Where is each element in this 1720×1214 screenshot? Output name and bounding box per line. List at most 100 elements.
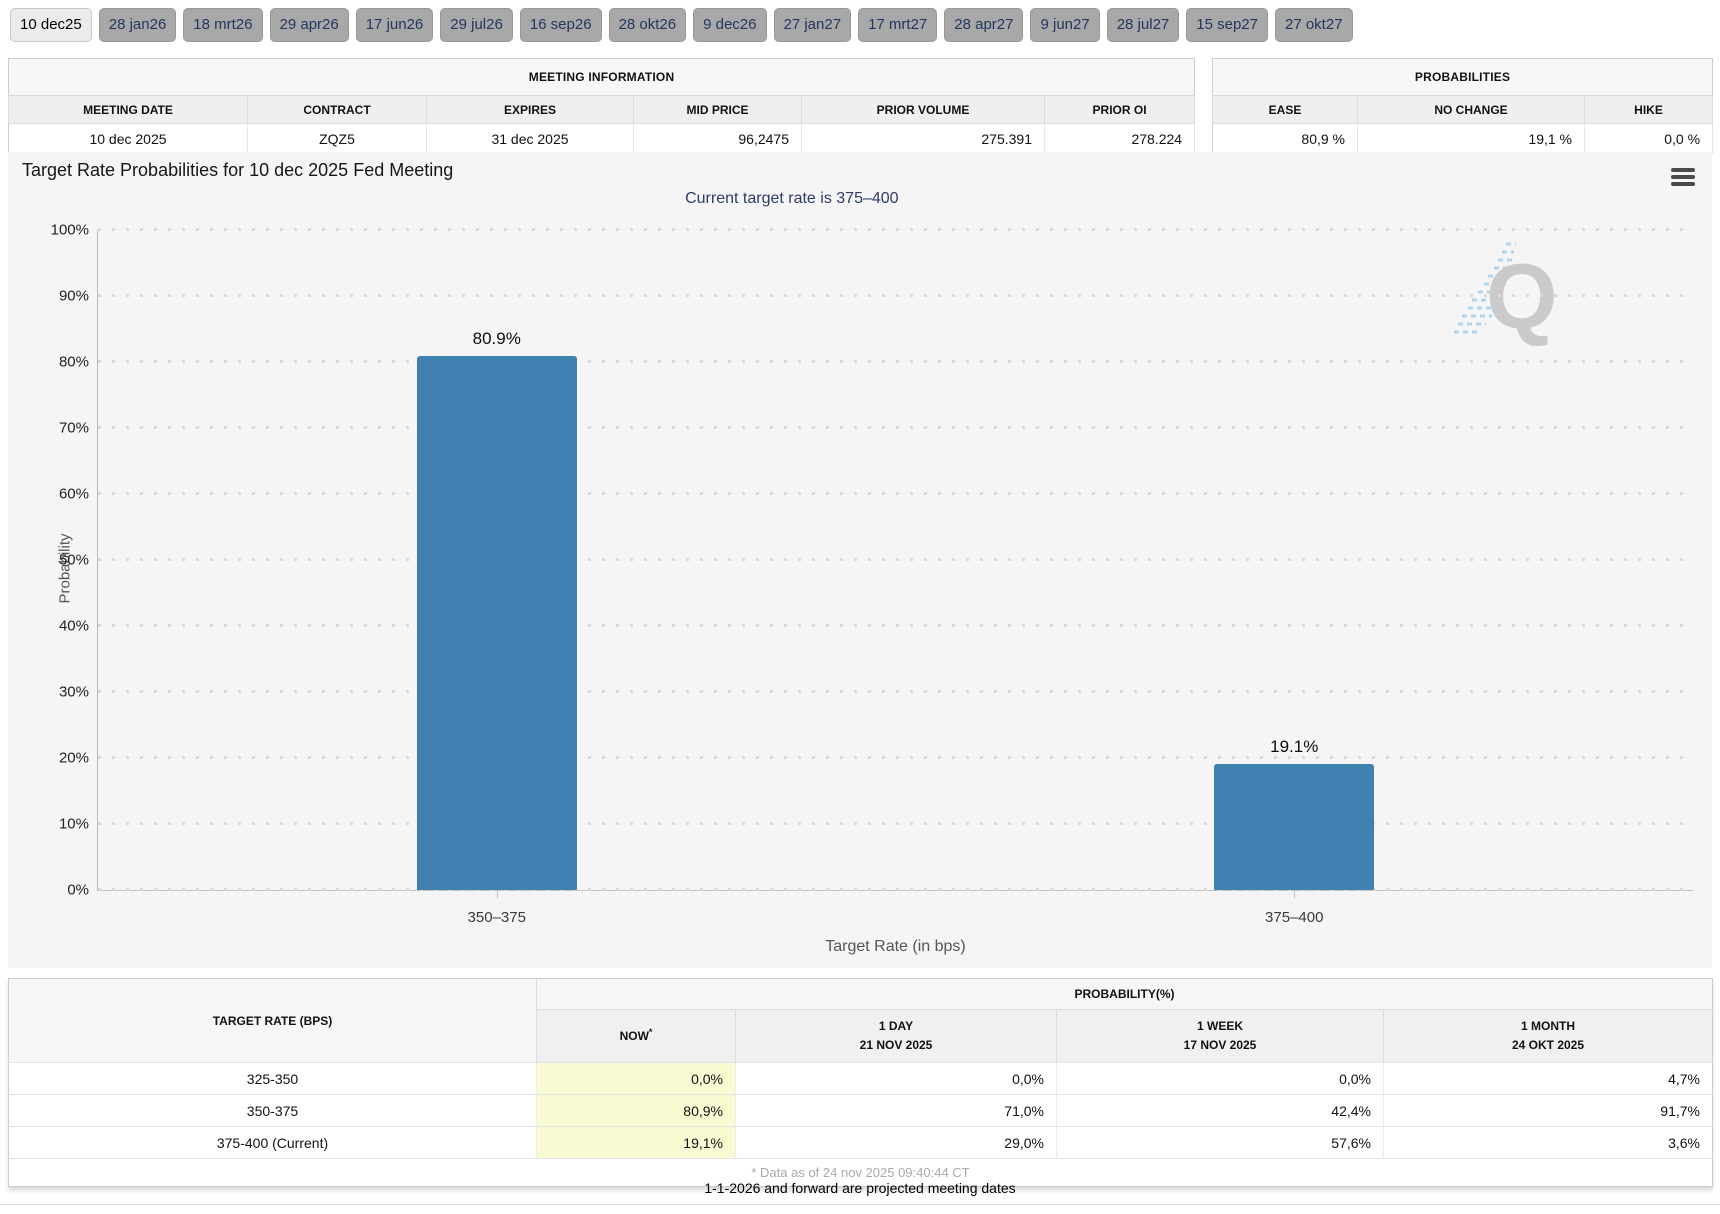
probabilities-title: PROBABILITIES [1212,58,1713,96]
meeting-info-value-expires: 31 dec 2025 [426,123,634,154]
meeting-info-header-prior-volume: PRIOR VOLUME [801,95,1045,124]
probability-row-1: 350-375 80,9% 71,0% 42,4% 91,7% [8,1094,1713,1127]
meeting-info-title-row: MEETING INFORMATION [8,58,1195,96]
meeting-info-value-meeting-date: 10 dec 2025 [8,123,248,154]
target-rate-chart-panel: Target Rate Probabilities for 10 dec 202… [8,152,1712,968]
column-header-1-week: 1 WEEK 17 NOV 2025 [1056,1009,1384,1063]
row-target-rate-1: 350-375 [8,1094,537,1127]
tab-28-jan26[interactable]: 28 jan26 [98,8,177,42]
tab-17-mrt27[interactable]: 17 mrt27 [858,8,938,42]
probabilities-header-ease: EASE [1212,95,1358,124]
meeting-info-header-contract: CONTRACT [247,95,427,124]
row-2-value-0: 19,1% [536,1126,736,1159]
tab-16-sep26[interactable]: 16 sep26 [519,8,602,42]
y-tick-50: 50% [58,551,89,569]
tab-28-jul27[interactable]: 28 jul27 [1106,8,1180,42]
y-tick-10: 10% [58,815,89,833]
y-axis-label: Probability [56,533,74,604]
gridline-60 [98,492,1693,495]
meeting-info-value-prior-volume: 275.391 [801,123,1045,154]
y-tick-20: 20% [58,749,89,767]
target-rate-bps-header: TARGET RATE (BPS) [8,978,537,1063]
probability-history-table: TARGET RATE (BPS) PROBABILITY(%) NOW* 1 DAY… [8,978,1713,1187]
tab-28-okt26[interactable]: 28 okt26 [608,8,687,42]
tab-15-sep27[interactable]: 15 sep27 [1186,8,1268,42]
meeting-info-value-contract: ZQZ5 [247,123,427,154]
x-axis-label: Target Rate (in bps) [825,938,966,955]
prob-table-group-row: TARGET RATE (BPS) PROBABILITY(%) [8,978,1713,1063]
gridline-20 [98,756,1693,759]
gridline-80 [98,360,1693,363]
meeting-info-header-prior-oi: PRIOR OI [1043,95,1196,124]
meeting-info-header-expires: EXPIRES [426,95,634,124]
row-target-rate-0: 325-350 [8,1062,537,1095]
meeting-info-header-meeting-date: MEETING DATE [8,95,248,124]
tab-29-jul26[interactable]: 29 jul26 [440,8,513,42]
bar-375–400 [1214,763,1375,890]
projected-dates-note: 1-1-2026 and forward are projected meeti… [704,1180,1016,1196]
meeting-info-value-prior-oi: 278.224 [1044,123,1196,154]
y-tick-90: 90% [58,287,89,305]
tab-17-jun26[interactable]: 17 jun26 [355,8,434,42]
tab-28-apr27[interactable]: 28 apr27 [944,8,1024,42]
tab-27-okt27[interactable]: 27 okt27 [1274,8,1353,42]
y-tick-0: 0% [67,881,89,899]
chart-subtitle: Current target rate is 375–400 [685,190,899,207]
x-tick-mark-0 [496,890,498,898]
y-tick-40: 40% [58,617,89,635]
probability-row-0: 325-350 0,0% 0,0% 0,0% 4,7% [8,1062,1713,1095]
row-target-rate-2: 375-400 (Current) [8,1126,537,1159]
probabilities-value-no-change: 19,1 % [1357,123,1585,154]
prob-table-footnote-row: * Data as of 24 nov 2025 09:40:44 CT [8,1158,1713,1187]
row-0-value-3: 4,7% [1383,1062,1713,1095]
tab-29-apr26[interactable]: 29 apr26 [269,8,349,42]
tab-27-jan27[interactable]: 27 jan27 [773,8,852,42]
probabilities-data-row: 80,9 % 19,1 % 0,0 % [1212,123,1714,154]
tab-9-dec26[interactable]: 9 dec26 [693,8,767,42]
gridline-40 [98,624,1693,627]
meeting-info-header-mid-price: MID PRICE [633,95,802,124]
y-tick-30: 30% [58,683,89,701]
tab-9-jun27[interactable]: 9 jun27 [1030,8,1100,42]
row-1-value-3: 91,7% [1383,1094,1713,1127]
gridline-0 [98,888,1693,891]
probability-group-header: PROBABILITY(%) [536,978,1713,1010]
gridline-30 [98,690,1693,693]
gridline-100 [98,228,1693,231]
q-watermark-logo: Q [1452,230,1564,357]
gridline-70 [98,426,1693,429]
x-tick-label-0: 350–375 [467,909,526,926]
bar-value-label-0: 80.9% [472,329,521,349]
column-header-now: NOW* [536,1009,736,1063]
probabilities-value-ease: 80,9 % [1212,123,1358,154]
bar-value-label-1: 19.1% [1270,736,1319,756]
meeting-info-title: MEETING INFORMATION [8,58,1195,96]
meeting-information-table: MEETING INFORMATION MEETING DATE CONTRACT E… [8,58,1196,154]
column-header-1-day: 1 DAY 21 NOV 2025 [735,1009,1057,1063]
row-2-value-1: 29,0% [735,1126,1057,1159]
y-tick-100: 100% [50,221,89,239]
probabilities-header-hike: HIKE [1583,95,1714,124]
row-1-value-2: 42,4% [1056,1094,1384,1127]
probabilities-title-row: PROBABILITIES [1212,58,1713,96]
y-tick-60: 60% [58,485,89,503]
row-0-value-2: 0,0% [1056,1062,1384,1095]
hamburger-icon[interactable] [1671,165,1695,189]
gridline-10 [98,822,1693,825]
probabilities-header-row: EASE NO CHANGE HIKE [1212,95,1714,124]
column-header-1-month: 1 MONTH 24 OKT 2025 [1383,1009,1713,1063]
row-1-value-0: 80,9% [536,1094,736,1127]
q-watermark-letter: Q [1486,246,1558,348]
plot-area: Probability Target Rate (in bps) 0% 10% 20… [51,222,1693,955]
gridline-90 [98,294,1693,297]
tab-18-mrt26[interactable]: 18 mrt26 [183,8,263,42]
meeting-info-data-row: 10 dec 2025 ZQZ5 31 dec 2025 96,2475 275.391… [8,123,1196,154]
probabilities-summary-table: PROBABILITIES EASE NO CHANGE HIKE 80,9 % 19,1… [1212,58,1714,154]
bottom-divider [0,1204,1720,1205]
meeting-date-tabbar: 10 dec25 28 jan26 18 mrt26 29 apr26 17 jun26… [10,8,1353,42]
x-tick-label-1: 375–400 [1265,909,1324,926]
chart-title: Target Rate Probabilities for 10 dec 202… [22,160,454,180]
tab-10-dec25[interactable]: 10 dec25 [10,8,92,42]
gridline-50 [98,558,1693,561]
